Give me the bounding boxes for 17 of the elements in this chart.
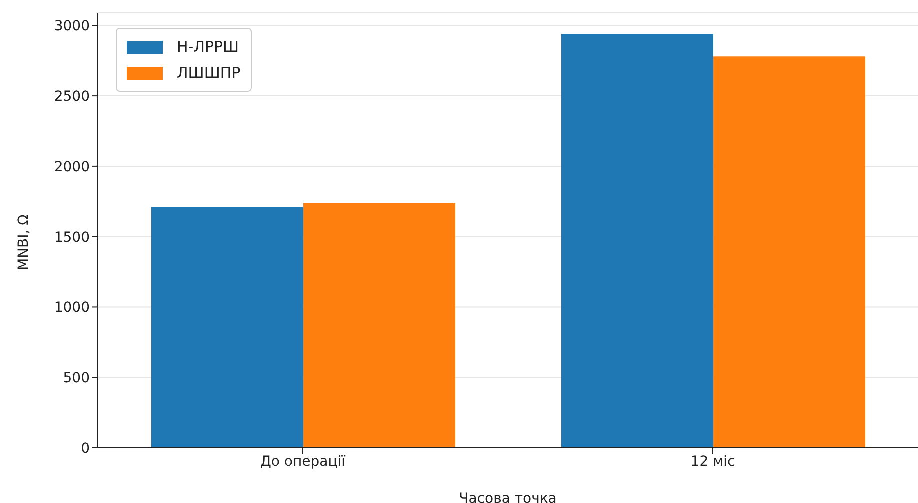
- y-tick-label: 1500: [54, 230, 90, 246]
- y-tick-label: 0: [81, 440, 90, 457]
- legend-label: ЛШШПР: [177, 64, 241, 82]
- x-axis-title: Часова точка: [459, 491, 557, 503]
- y-tick-label: 2000: [54, 159, 90, 176]
- x-tick-label: 12 міс: [690, 454, 736, 470]
- bar: [561, 34, 714, 448]
- legend-label: Н-ЛРРШ: [177, 38, 240, 56]
- bar: [713, 56, 866, 448]
- y-axis-title: MNBI, Ω: [16, 214, 32, 270]
- y-tick-label: 2500: [54, 89, 90, 106]
- y-tick-label: 3000: [54, 18, 90, 35]
- bar: [151, 207, 304, 448]
- bar: [303, 203, 456, 448]
- y-tick-label: 500: [63, 370, 90, 387]
- y-tick-label: 1000: [54, 300, 90, 316]
- x-tick-label: До операції: [260, 454, 346, 470]
